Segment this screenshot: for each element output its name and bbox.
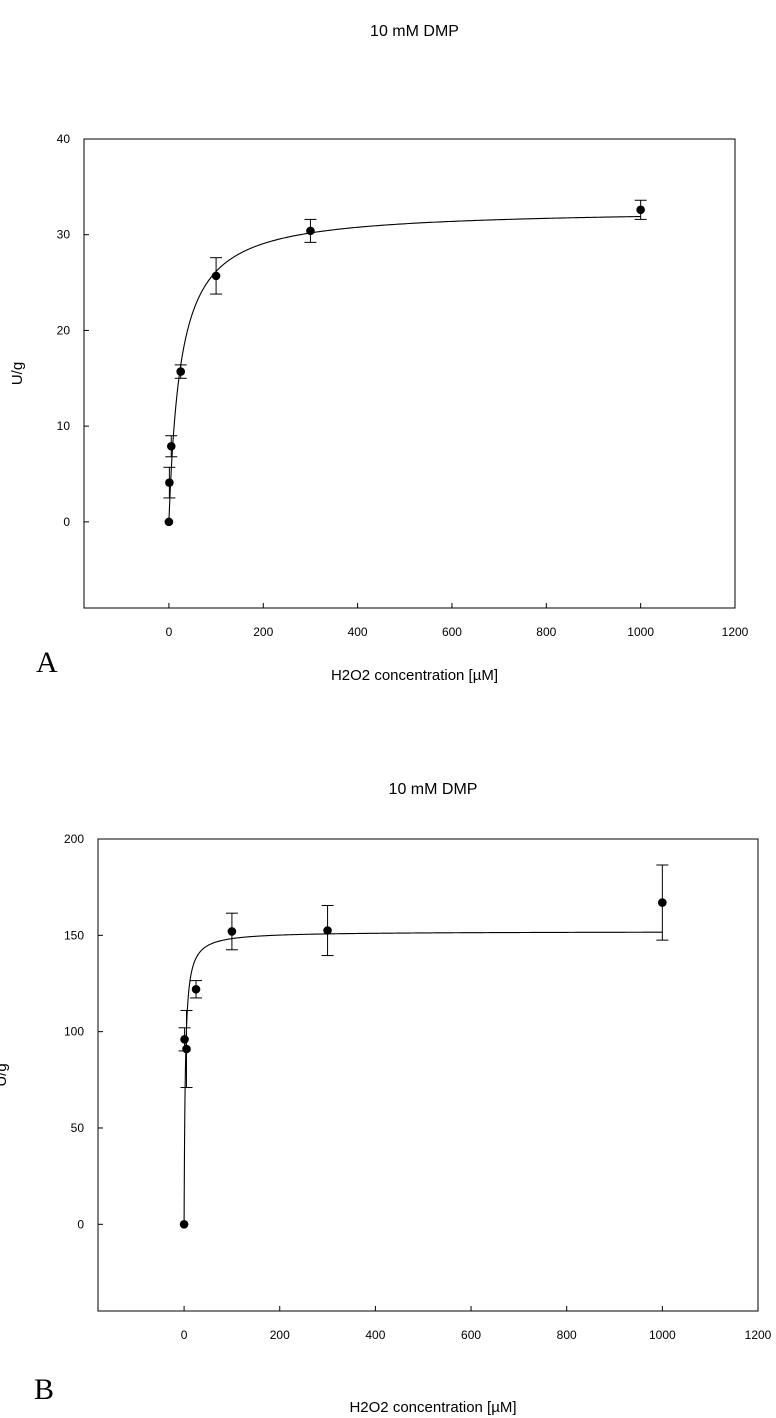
x-tick-label: 200 xyxy=(253,625,273,639)
data-point xyxy=(211,271,221,281)
y-tick-label: 0 xyxy=(63,515,70,529)
data-point xyxy=(166,441,176,451)
plot-frame xyxy=(97,838,759,1312)
x-tick-label: 800 xyxy=(557,1328,577,1342)
y-tick-label: 30 xyxy=(57,228,71,242)
x-tick-label: 600 xyxy=(442,625,462,639)
x-tick-label: 1000 xyxy=(649,1328,676,1342)
data-point xyxy=(323,926,332,935)
x-tick-label: 1000 xyxy=(627,625,654,639)
y-axis-label: U/g xyxy=(9,362,26,385)
data-point xyxy=(176,367,186,376)
data-point xyxy=(182,1044,191,1054)
data-point xyxy=(306,226,315,236)
x-tick-label: 400 xyxy=(365,1328,385,1342)
data-point xyxy=(165,478,174,487)
data-point xyxy=(658,898,667,907)
data-point xyxy=(164,517,174,527)
data-point xyxy=(179,1220,189,1229)
plot-frame xyxy=(83,138,736,609)
y-tick-label: 200 xyxy=(64,832,84,846)
chart-title: 10 mM DMP xyxy=(370,23,459,40)
data-point xyxy=(180,1035,189,1044)
chart-panel-b: 10 mM DMP 0 50 100 150 200 0 200 400 600 800 1000 12… xyxy=(0,781,772,1416)
fit-curve xyxy=(183,931,663,1225)
data-point xyxy=(227,927,237,936)
x-tick-label: 1200 xyxy=(722,625,749,639)
y-tick-label: 50 xyxy=(71,1121,85,1135)
y-axis-label: U/g xyxy=(0,1063,10,1086)
panel-label: A xyxy=(36,646,58,679)
y-tick-label: 100 xyxy=(64,1025,84,1039)
panel-label: B xyxy=(34,1373,54,1406)
x-tick-label: 200 xyxy=(270,1328,290,1342)
x-tick-label: 0 xyxy=(181,1328,188,1342)
y-tick-label: 20 xyxy=(57,323,71,337)
x-axis-label: H2O2 concentration [µM] xyxy=(331,667,498,684)
y-tick-label: 150 xyxy=(64,928,84,942)
y-tick-label: 0 xyxy=(77,1217,84,1231)
data-point xyxy=(636,205,645,215)
data-point xyxy=(191,984,201,994)
x-tick-label: 0 xyxy=(166,625,173,639)
x-tick-label: 800 xyxy=(536,625,556,639)
fit-curve xyxy=(168,215,641,522)
x-tick-label: 1200 xyxy=(745,1328,772,1342)
y-tick-label: 10 xyxy=(57,419,71,433)
x-tick-label: 600 xyxy=(461,1328,481,1342)
y-tick-label: 40 xyxy=(57,132,71,146)
x-tick-label: 400 xyxy=(348,625,368,639)
x-axis-label: H2O2 concentration [µM] xyxy=(349,1399,516,1416)
chart-title: 10 mM DMP xyxy=(389,781,478,798)
